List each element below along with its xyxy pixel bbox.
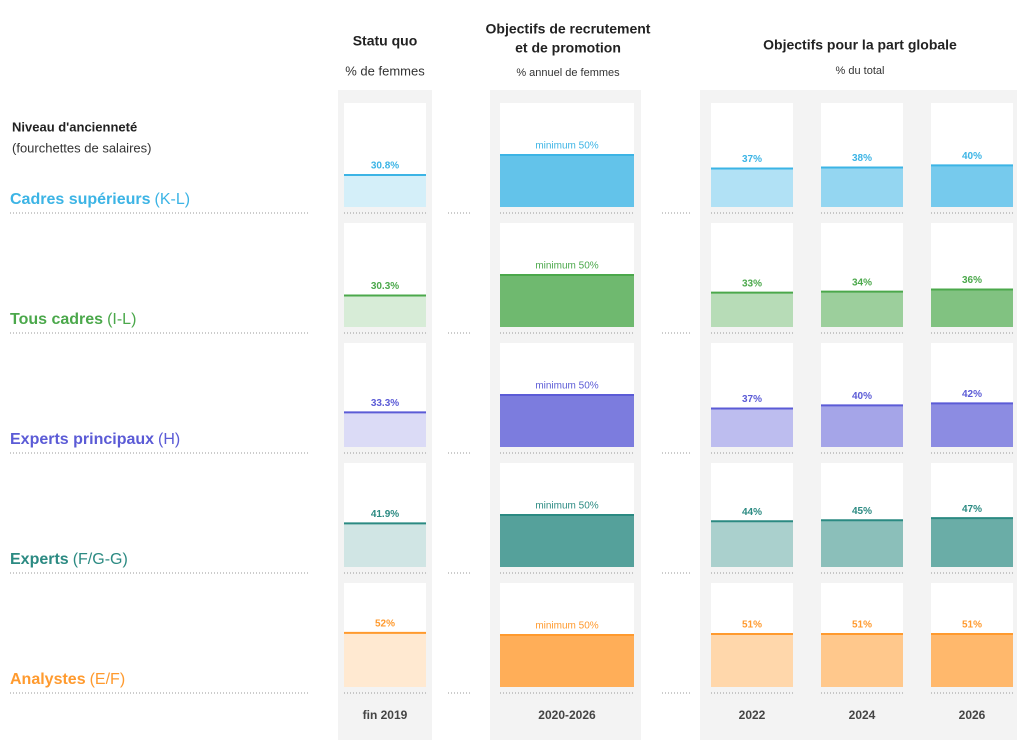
row-name: Analystes: [10, 671, 86, 688]
column-label: 2026: [959, 708, 986, 722]
bar: [931, 289, 1013, 327]
bar: [500, 515, 634, 567]
bar: [344, 412, 426, 447]
value-label: 30.3%: [371, 281, 399, 292]
bar: [344, 523, 426, 567]
value-label: minimum 50%: [535, 381, 598, 392]
row-name: Experts: [10, 551, 69, 568]
value-label: 37%: [742, 394, 762, 405]
bar: [344, 174, 426, 207]
cell-box: [711, 583, 793, 687]
bar: [500, 395, 634, 447]
value-label: 44%: [742, 507, 762, 518]
value-label: 51%: [852, 620, 872, 631]
value-label: 45%: [852, 506, 872, 517]
row-code: (K-L): [155, 191, 191, 208]
cell-box: [711, 223, 793, 327]
bar: [711, 292, 793, 327]
bar: [821, 633, 903, 687]
group-subtitle: % annuel de femmes: [516, 67, 620, 79]
row-label: Tous cadres (I-L): [10, 311, 136, 328]
bar: [931, 518, 1013, 567]
row-header-title: Niveau d'ancienneté: [12, 119, 137, 134]
bar: [821, 167, 903, 207]
group-subtitle: % de femmes: [345, 63, 425, 78]
row-label: Cadres supérieurs (K-L): [10, 191, 190, 208]
bar: [344, 295, 426, 327]
row-name: Tous cadres: [10, 311, 103, 328]
value-label: 40%: [962, 151, 982, 162]
value-label: 33%: [742, 278, 762, 289]
value-label: 41.9%: [371, 509, 399, 520]
bar: [821, 405, 903, 447]
group-subtitle: % du total: [836, 65, 885, 77]
value-label: 38%: [852, 153, 872, 164]
row-code: (E/F): [90, 671, 126, 688]
column-label: 2024: [849, 708, 876, 722]
value-label: minimum 50%: [535, 501, 598, 512]
row-label: Analystes (E/F): [10, 671, 125, 688]
value-label: 36%: [962, 275, 982, 286]
bar: [821, 291, 903, 327]
value-label: minimum 50%: [535, 621, 598, 632]
group-title: Objectifs de recrutement: [486, 21, 651, 37]
value-label: 51%: [742, 620, 762, 631]
bar: [931, 403, 1013, 447]
value-label: 47%: [962, 504, 982, 515]
bar: [711, 168, 793, 207]
bar: [344, 632, 426, 687]
bar: [711, 408, 793, 447]
value-label: 51%: [962, 620, 982, 631]
group-title: Objectifs pour la part globale: [763, 37, 957, 53]
bar: [931, 633, 1013, 687]
column-label: 2020-2026: [538, 708, 596, 722]
value-label: 52%: [375, 619, 395, 630]
cell-box: [344, 223, 426, 327]
value-label: 33.3%: [371, 398, 399, 409]
value-label: 30.8%: [371, 161, 399, 172]
value-label: 40%: [852, 391, 872, 402]
bar: [500, 635, 634, 687]
bar: [711, 633, 793, 687]
cell-box: [711, 343, 793, 447]
bar: [931, 165, 1013, 207]
value-label: 34%: [852, 277, 872, 288]
row-header-subtitle: (fourchettes de salaires): [12, 140, 151, 155]
header-bg: [490, 10, 641, 90]
bar: [500, 155, 634, 207]
bar: [711, 521, 793, 567]
cell-box: [344, 583, 426, 687]
row-label: Experts (F/G-G): [10, 551, 128, 568]
row-label: Experts principaux (H): [10, 431, 180, 448]
column-label: 2022: [739, 708, 766, 722]
header-bg: [338, 10, 432, 90]
cell-box: [711, 463, 793, 567]
row-name: Cadres supérieurs: [10, 191, 151, 208]
row-code: (H): [158, 431, 180, 448]
bar: [500, 275, 634, 327]
bar: [821, 520, 903, 567]
cell-box: [344, 463, 426, 567]
value-label: minimum 50%: [535, 141, 598, 152]
cell-box: [344, 343, 426, 447]
header-bg: [700, 10, 1017, 90]
cell-box: [711, 103, 793, 207]
value-label: minimum 50%: [535, 261, 598, 272]
row-code: (I-L): [107, 311, 136, 328]
group-title: et de promotion: [515, 40, 621, 56]
row-code: (F/G-G): [73, 551, 128, 568]
column-label: fin 2019: [363, 708, 408, 722]
value-label: 42%: [962, 389, 982, 400]
group-title: Statu quo: [353, 33, 418, 49]
row-name: Experts principaux: [10, 431, 154, 448]
cell-box: [344, 103, 426, 207]
value-label: 37%: [742, 154, 762, 165]
